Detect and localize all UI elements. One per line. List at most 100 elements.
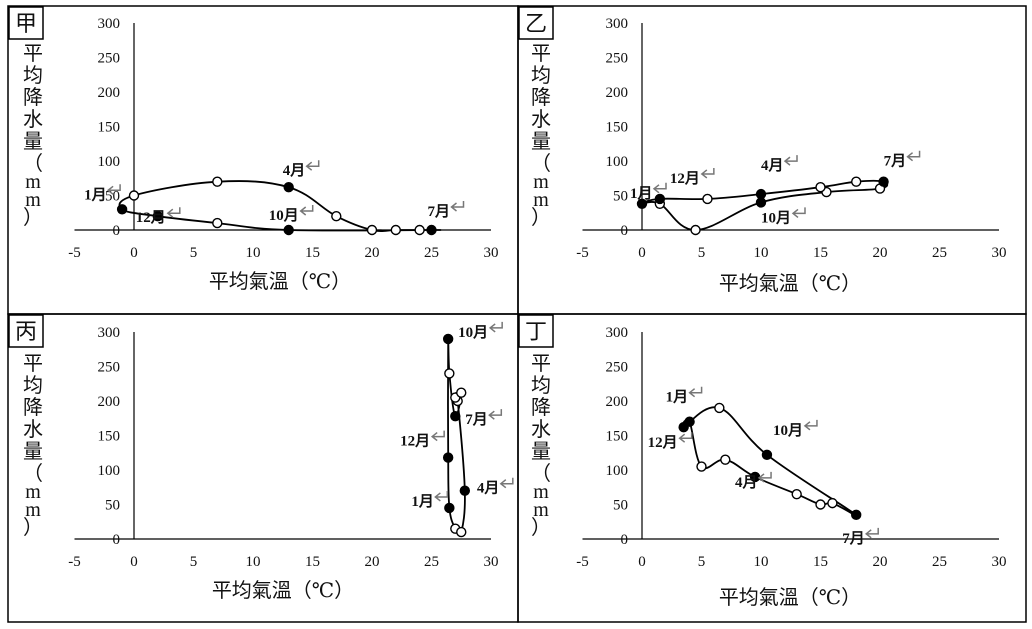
- y-tick-label: 0: [113, 532, 121, 548]
- month-annotation: 4月: [761, 155, 798, 174]
- x-tick-label: -5: [68, 554, 81, 570]
- month-label: 10月: [269, 207, 299, 224]
- panel-label-box: [518, 6, 554, 40]
- return-arrow-icon: [783, 155, 798, 166]
- month-label: 12月: [136, 209, 166, 226]
- return-arrow-icon: [106, 184, 121, 195]
- month-point-filled: [116, 204, 128, 215]
- x-tick-label: 10: [754, 245, 769, 261]
- month-annotation: 1月: [666, 386, 703, 406]
- x-tick-label: 25: [932, 245, 947, 261]
- x-tick-label: -5: [576, 245, 589, 261]
- month-annotation: 10月: [458, 321, 503, 341]
- month-point-filled: [755, 188, 767, 200]
- panel-label: 乙: [518, 6, 554, 40]
- y-tick-label: 200: [606, 85, 629, 101]
- return-arrow-icon: [430, 430, 445, 442]
- y-tick-label: 50: [613, 189, 628, 205]
- x-tick-label: 10: [246, 245, 261, 261]
- x-tick-label: 30: [992, 245, 1007, 261]
- month-point-open: [366, 224, 378, 236]
- month-annotation: 10月: [773, 419, 818, 439]
- month-label: 10月: [773, 422, 803, 439]
- month-label: 4月: [735, 474, 758, 491]
- month-point-filled: [283, 224, 294, 236]
- month-label: 4月: [283, 162, 306, 179]
- month-label: 7月: [465, 411, 488, 428]
- month-point-open: [815, 499, 826, 510]
- x-tick-label: 15: [813, 245, 828, 261]
- y-axis-label: 平均降水量（ m m）: [23, 43, 43, 229]
- y-tick-label: 300: [606, 16, 629, 32]
- x-tick-label: 0: [638, 554, 646, 570]
- y-tick-label: 250: [98, 360, 121, 376]
- return-arrow-icon: [803, 419, 818, 431]
- month-annotation: 4月: [283, 160, 320, 179]
- month-annotation: 1月: [411, 490, 449, 510]
- y-tick-label: 150: [606, 429, 629, 445]
- panel-label-text: 甲: [15, 11, 37, 36]
- month-point-open: [815, 182, 826, 193]
- return-arrow-icon: [299, 205, 314, 216]
- month-point-filled: [851, 509, 862, 521]
- panel-label: 丁: [518, 314, 554, 348]
- month-point-filled: [636, 198, 648, 209]
- month-label: 4月: [761, 157, 784, 174]
- month-point-open: [720, 454, 731, 465]
- x-tick-label: 5: [698, 554, 706, 570]
- month-point-filled: [450, 410, 461, 422]
- return-arrow-icon: [450, 201, 465, 212]
- month-annotation: 7月: [884, 150, 921, 170]
- y-tick-label: 100: [98, 463, 121, 479]
- x-tick-label: 15: [305, 554, 320, 570]
- panel-label: 甲: [8, 6, 44, 40]
- month-annotation: 10月: [761, 207, 806, 226]
- month-label: 1月: [630, 185, 653, 202]
- month-annotation: 12月: [670, 167, 715, 187]
- x-tick-label: 20: [873, 245, 888, 261]
- month-point-filled: [878, 176, 889, 187]
- panel-label-text: 乙: [525, 11, 547, 36]
- x-tick-label: 25: [424, 554, 439, 570]
- y-tick-label: 250: [606, 51, 629, 67]
- month-label: 1月: [666, 389, 689, 406]
- panel-1: 甲 0 50 100 150 200 250 300 -5 0 5 10 15 20 25 30 平均降水量（ m…: [7, 5, 519, 315]
- y-tick-label: 200: [606, 394, 629, 410]
- return-arrow-icon: [434, 490, 449, 502]
- month-label: 1月: [411, 493, 434, 510]
- x-axis-label: 平均氣溫（℃）: [719, 586, 861, 609]
- month-point-open: [331, 210, 342, 222]
- x-tick-label: 25: [424, 245, 439, 261]
- month-point-filled: [426, 224, 437, 236]
- return-arrow-icon: [688, 386, 703, 398]
- month-point-open: [714, 402, 725, 414]
- month-annotation: 12月: [400, 430, 445, 450]
- month-annotation: 12月: [648, 432, 693, 451]
- return-arrow-icon: [166, 207, 181, 218]
- panel-frame: [7, 313, 519, 623]
- x-tick-label: 5: [190, 554, 198, 570]
- panel-frame: [517, 313, 1027, 623]
- return-arrow-icon: [864, 527, 879, 539]
- month-label: 7月: [842, 530, 865, 547]
- month-annotation: 10月: [269, 205, 314, 224]
- x-tick-label: 10: [754, 554, 769, 570]
- x-tick-label: 20: [365, 245, 380, 261]
- x-axis-label: 平均氣溫（℃）: [719, 272, 861, 295]
- month-point-open: [690, 224, 701, 236]
- x-tick-label: 30: [484, 554, 499, 570]
- month-point-open: [851, 176, 862, 187]
- y-tick-label: 100: [606, 154, 629, 170]
- return-arrow-icon: [488, 409, 503, 420]
- panel-label-box: [8, 6, 44, 40]
- month-point-open: [212, 217, 223, 229]
- y-tick-label: 100: [98, 154, 121, 170]
- panel-label-text: 丙: [15, 319, 37, 344]
- month-point-open: [456, 387, 467, 398]
- x-tick-label: 15: [813, 554, 828, 570]
- month-label: 7月: [428, 203, 451, 220]
- month-label: 10月: [761, 209, 791, 226]
- panel-label: 丙: [8, 314, 44, 348]
- x-tick-label: 25: [932, 554, 947, 570]
